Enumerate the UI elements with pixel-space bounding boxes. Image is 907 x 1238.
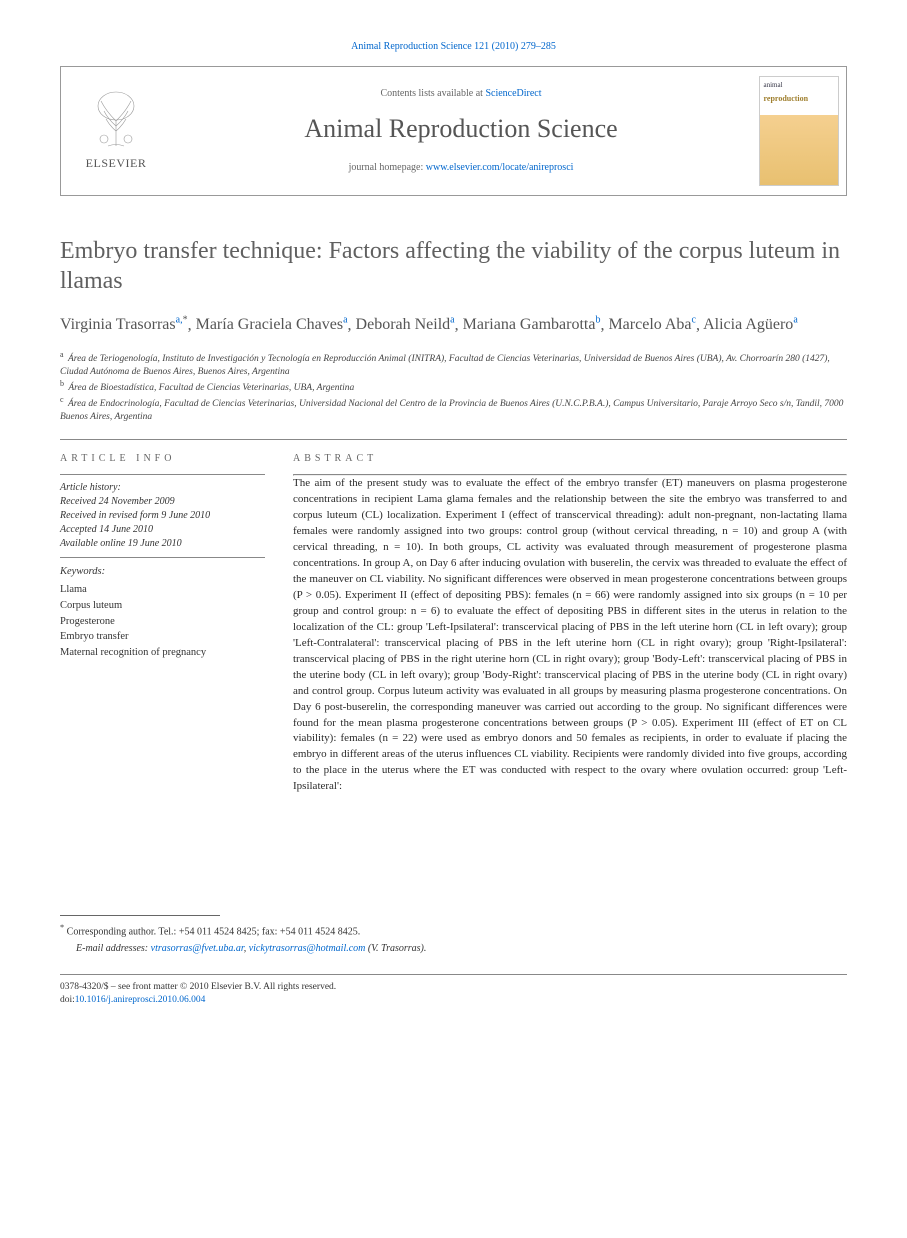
author: Alicia Agüeroa [703, 316, 798, 333]
author: Virginia Trasorrasa,* [60, 316, 188, 333]
affiliation-key: b [60, 379, 64, 388]
email-label: E-mail addresses: [76, 943, 148, 954]
author-email-link[interactable]: vickytrasorras@hotmail.com [249, 943, 366, 954]
journal-cover-thumbnail: animal reproduction [759, 76, 839, 186]
homepage-prefix: journal homepage: [349, 162, 426, 173]
email-line: E-mail addresses: vtrasorras@fvet.uba.ar… [60, 942, 847, 956]
citation-line: Animal Reproduction Science 121 (2010) 2… [60, 40, 847, 54]
elsevier-tree-icon [86, 91, 146, 151]
author-affiliation-marker: a [450, 315, 454, 326]
doi-line: doi:10.1016/j.anireprosci.2010.06.004 [60, 994, 847, 1007]
history-entry: Received 24 November 2009 [60, 495, 265, 509]
homepage-link[interactable]: www.elsevier.com/locate/anireprosci [426, 162, 574, 173]
author-affiliation-marker: c [692, 315, 696, 326]
cover-small-title: animal [764, 81, 834, 91]
author: Deborah Neilda [356, 316, 455, 333]
keyword: Maternal recognition of pregnancy [60, 645, 265, 661]
journal-name: Animal Reproduction Science [304, 111, 617, 147]
keywords-block: Keywords: LlamaCorpus luteumProgesterone… [60, 564, 265, 661]
affiliation: a Área de Teriogenología, Instituto de I… [60, 350, 847, 379]
author-affiliation-marker: a [343, 315, 347, 326]
history-label: Article history: [60, 481, 265, 495]
page-footer: * Corresponding author. Tel.: +54 011 45… [60, 915, 847, 1007]
info-divider [60, 474, 265, 475]
history-entry: Accepted 14 June 2010 [60, 523, 265, 537]
history-entry: Available online 19 June 2010 [60, 537, 265, 551]
author: Marcelo Abac [608, 316, 696, 333]
history-entry: Received in revised form 9 June 2010 [60, 509, 265, 523]
author-email-link[interactable]: vtrasorras@fvet.uba.ar [151, 943, 244, 954]
keyword: Corpus luteum [60, 598, 265, 614]
article-info-heading: ARTICLE INFO [60, 452, 265, 466]
affiliation: c Área de Endocrinología, Facultad de Ci… [60, 395, 847, 424]
bottom-meta: 0378-4320/$ – see front matter © 2010 El… [60, 974, 847, 1008]
sciencedirect-link[interactable]: ScienceDirect [485, 88, 541, 99]
article-title: Embryo transfer technique: Factors affec… [60, 236, 847, 296]
keyword: Embryo transfer [60, 629, 265, 645]
keyword: Progesterone [60, 614, 265, 630]
affiliation-key: c [60, 395, 64, 404]
corresponding-author: * Corresponding author. Tel.: +54 011 45… [60, 922, 847, 939]
keywords-label: Keywords: [60, 564, 265, 580]
citation-journal-link[interactable]: Animal Reproduction Science 121 (2010) 2… [351, 41, 556, 52]
keyword: Llama [60, 582, 265, 598]
publisher-name: ELSEVIER [86, 155, 147, 172]
homepage-line: journal homepage: www.elsevier.com/locat… [349, 161, 574, 175]
issn-copyright: 0378-4320/$ – see front matter © 2010 El… [60, 981, 847, 994]
article-info-column: ARTICLE INFO Article history: Received 2… [60, 452, 265, 795]
section-divider [60, 439, 847, 440]
abstract-heading: ABSTRACT [293, 452, 847, 466]
cover-thumbnail-cell: animal reproduction [751, 67, 846, 195]
author-affiliation-marker: a [793, 315, 797, 326]
header-center: Contents lists available at ScienceDirec… [171, 67, 751, 195]
corresponding-star-icon: * [183, 315, 188, 326]
author-list: Virginia Trasorrasa,*, María Graciela Ch… [60, 314, 847, 336]
info-abstract-row: ARTICLE INFO Article history: Received 2… [60, 452, 847, 795]
affiliation-key: a [60, 350, 64, 359]
corresponding-text: Corresponding author. Tel.: +54 011 4524… [67, 927, 361, 938]
author-affiliation-marker: b [595, 315, 600, 326]
info-divider [60, 557, 265, 558]
affiliation: b Área de Bioestadística, Facultad de Ci… [60, 379, 847, 395]
journal-header-box: ELSEVIER Contents lists available at Sci… [60, 66, 847, 196]
doi-link[interactable]: 10.1016/j.anireprosci.2010.06.004 [75, 995, 206, 1005]
author-affiliation-marker: a, [176, 315, 183, 326]
footnote-divider [60, 915, 220, 916]
author: María Graciela Chavesa [196, 316, 348, 333]
affiliation-list: a Área de Teriogenología, Instituto de I… [60, 350, 847, 424]
doi-prefix: doi: [60, 995, 75, 1005]
article-history: Article history: Received 24 November 20… [60, 481, 265, 551]
author: Mariana Gambarottab [463, 316, 601, 333]
publisher-logo-cell: ELSEVIER [61, 67, 171, 195]
abstract-column: ABSTRACT The aim of the present study wa… [293, 452, 847, 795]
cover-small-word: reproduction [764, 93, 834, 104]
contents-available-line: Contents lists available at ScienceDirec… [380, 87, 541, 101]
abstract-text: The aim of the present study was to eval… [293, 476, 847, 795]
contents-prefix: Contents lists available at [380, 88, 485, 99]
